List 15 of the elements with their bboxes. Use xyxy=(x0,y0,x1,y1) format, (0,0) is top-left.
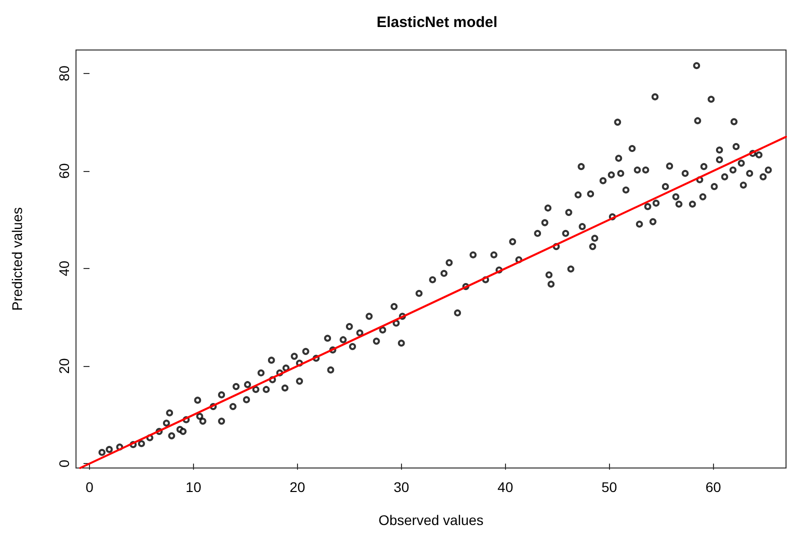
y-tick-label: 0 xyxy=(56,460,72,468)
x-tick-label: 30 xyxy=(394,479,410,495)
y-tick-label: 80 xyxy=(56,65,72,82)
chart-title: ElasticNet model xyxy=(376,14,498,31)
x-tick-label: 0 xyxy=(86,479,94,495)
y-tick-label: 20 xyxy=(56,358,72,374)
x-axis-title: Observed values xyxy=(378,512,484,528)
x-tick-label: 60 xyxy=(705,479,722,495)
x-tick-label: 20 xyxy=(290,479,306,495)
x-tick-label: 40 xyxy=(498,479,514,495)
x-tick-label: 50 xyxy=(601,479,618,495)
y-tick-label: 40 xyxy=(56,260,72,276)
y-tick-label: 60 xyxy=(56,162,72,179)
y-axis-title: Predicted values xyxy=(9,207,25,311)
x-tick-label: 10 xyxy=(186,479,202,495)
